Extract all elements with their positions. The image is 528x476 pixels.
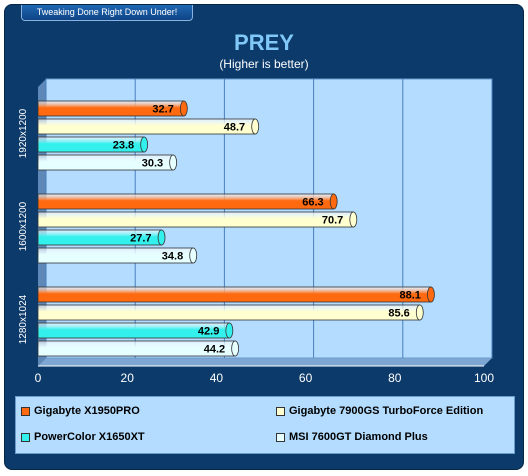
data-label: 44.2 bbox=[204, 344, 225, 356]
bar bbox=[37, 118, 256, 135]
bar-cap bbox=[251, 118, 260, 135]
chart-title: PREY bbox=[234, 30, 294, 55]
data-label: 66.3 bbox=[302, 197, 323, 209]
legend-swatch-x1650xt bbox=[21, 433, 30, 442]
bar-cap bbox=[231, 340, 240, 357]
data-label: 42.9 bbox=[198, 326, 219, 338]
bar bbox=[37, 193, 335, 210]
legend: Gigabyte X1950PRO Gigabyte 7900GS TurboF… bbox=[15, 396, 515, 454]
data-label: 30.3 bbox=[142, 158, 163, 170]
category-label: 1920x1200 bbox=[18, 108, 29, 158]
data-label: 48.7 bbox=[224, 122, 245, 134]
bar-cap bbox=[140, 136, 149, 153]
legend-swatch-x1950pro bbox=[21, 407, 30, 416]
chart-subtitle: (Higher is better) bbox=[219, 57, 309, 71]
x-tick-label: 100 bbox=[474, 371, 494, 385]
category-label: 1280x1024 bbox=[18, 294, 29, 344]
legend-label-x1650xt: PowerColor X1650XT bbox=[34, 431, 145, 443]
bar-cap bbox=[225, 322, 234, 339]
bar-cap bbox=[179, 100, 188, 117]
legend-label-7900gs: Gigabyte 7900GS TurboForce Edition bbox=[289, 405, 484, 417]
data-label: 27.7 bbox=[130, 233, 151, 245]
x-tick-label: 80 bbox=[388, 371, 402, 385]
data-label: 34.8 bbox=[162, 251, 183, 263]
bar bbox=[37, 304, 421, 321]
data-label: 70.7 bbox=[322, 215, 343, 227]
bar-cap bbox=[415, 304, 424, 321]
category-label: 1600x1200 bbox=[18, 201, 29, 251]
x-tick-label: 0 bbox=[35, 371, 42, 385]
bar-cap bbox=[157, 229, 166, 246]
site-tagline: Tweaking Done Right Down Under! bbox=[21, 5, 193, 21]
bar bbox=[37, 211, 354, 228]
data-label: 85.6 bbox=[388, 308, 409, 320]
x-tick-label: 60 bbox=[299, 371, 313, 385]
data-label: 88.1 bbox=[400, 290, 421, 302]
plot-floor bbox=[38, 358, 492, 366]
bar-cap bbox=[189, 247, 198, 264]
bar bbox=[37, 286, 432, 303]
legend-label-7600gt: MSI 7600GT Diamond Plus bbox=[289, 431, 428, 443]
bar-chart: 0 20 40 60 80 100 1920x1200 32.7 48.7 23.8 30.3 160… bbox=[18, 78, 494, 385]
bar-cap bbox=[329, 193, 338, 210]
data-label: 23.8 bbox=[113, 140, 134, 152]
legend-label-x1950pro: Gigabyte X1950PRO bbox=[34, 405, 140, 417]
legend-swatch-7600gt bbox=[276, 433, 285, 442]
x-tick-label: 20 bbox=[121, 371, 135, 385]
legend-swatch-7900gs bbox=[276, 407, 285, 416]
data-label: 32.7 bbox=[152, 104, 173, 116]
bar-cap bbox=[427, 286, 435, 303]
bar-cap bbox=[349, 211, 358, 228]
bar-cap bbox=[169, 154, 178, 171]
x-tick-label: 40 bbox=[210, 371, 224, 385]
